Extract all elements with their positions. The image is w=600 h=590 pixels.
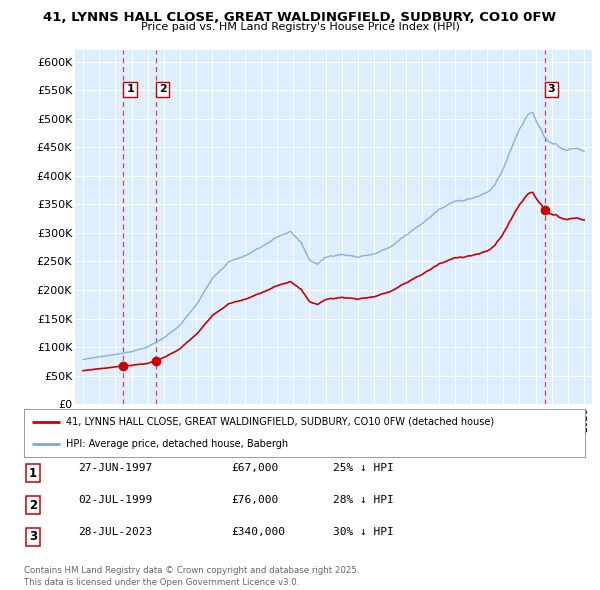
Text: £76,000: £76,000 (231, 495, 278, 505)
Text: 25% ↓ HPI: 25% ↓ HPI (333, 463, 394, 473)
Text: 41, LYNNS HALL CLOSE, GREAT WALDINGFIELD, SUDBURY, CO10 0FW: 41, LYNNS HALL CLOSE, GREAT WALDINGFIELD… (43, 11, 557, 24)
Text: 3: 3 (548, 84, 556, 94)
Text: 3: 3 (29, 530, 37, 543)
Text: 1: 1 (29, 467, 37, 480)
Text: 28-JUL-2023: 28-JUL-2023 (78, 527, 152, 537)
Text: HPI: Average price, detached house, Babergh: HPI: Average price, detached house, Babe… (66, 439, 288, 449)
Text: 27-JUN-1997: 27-JUN-1997 (78, 463, 152, 473)
Text: £340,000: £340,000 (231, 527, 285, 537)
Text: 30% ↓ HPI: 30% ↓ HPI (333, 527, 394, 537)
Text: 2: 2 (159, 84, 166, 94)
Text: £67,000: £67,000 (231, 463, 278, 473)
Text: 02-JUL-1999: 02-JUL-1999 (78, 495, 152, 505)
Text: 28% ↓ HPI: 28% ↓ HPI (333, 495, 394, 505)
Text: 41, LYNNS HALL CLOSE, GREAT WALDINGFIELD, SUDBURY, CO10 0FW (detached house): 41, LYNNS HALL CLOSE, GREAT WALDINGFIELD… (66, 417, 494, 427)
Text: 2: 2 (29, 499, 37, 512)
Text: Price paid vs. HM Land Registry's House Price Index (HPI): Price paid vs. HM Land Registry's House … (140, 22, 460, 32)
Text: 1: 1 (126, 84, 134, 94)
Text: Contains HM Land Registry data © Crown copyright and database right 2025.
This d: Contains HM Land Registry data © Crown c… (24, 566, 359, 587)
